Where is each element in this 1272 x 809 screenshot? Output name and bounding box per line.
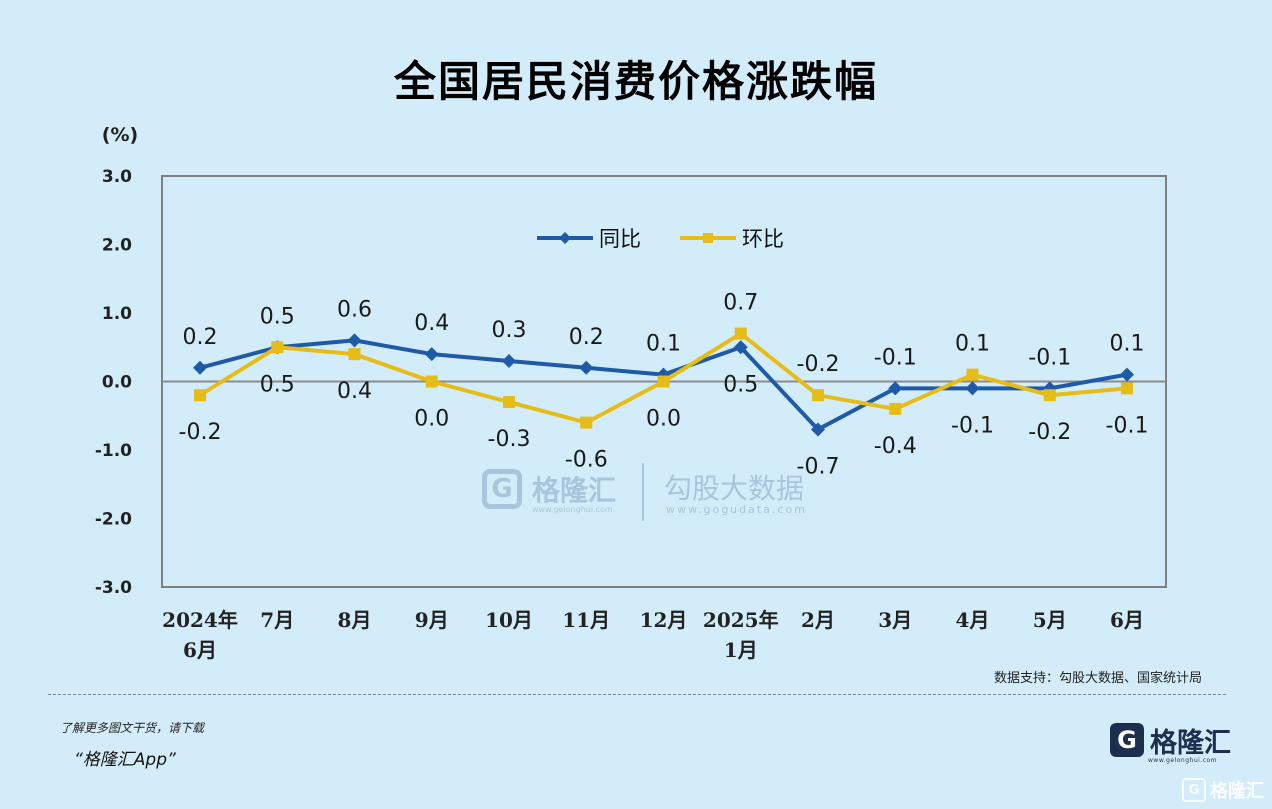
data-label-mom: -0.2 <box>1028 420 1071 445</box>
data-label-yoy: 0.5 <box>723 372 758 397</box>
x-tick-label: 10月 <box>485 608 533 632</box>
data-label-yoy: -0.1 <box>1028 345 1071 370</box>
series-point-yoy <box>733 340 748 355</box>
data-label-yoy: -0.7 <box>797 454 840 479</box>
series-point-mom <box>271 341 284 354</box>
x-tick-label: 8月 <box>338 608 372 632</box>
data-label-mom: -0.2 <box>797 352 840 377</box>
series-point-yoy <box>888 381 903 396</box>
x-tick-label: 6月 <box>1110 608 1144 632</box>
data-label-mom: 0.4 <box>337 379 372 404</box>
promo-app-name: “格隆汇App” <box>74 750 176 770</box>
corner-watermark-text: 格隆汇 <box>1210 781 1264 802</box>
watermark-partner: 勾股大数据 <box>664 472 805 505</box>
y-tick-label: -1.0 <box>95 441 132 461</box>
legend-label-yoy: 同比 <box>599 227 641 251</box>
x-tick-label: 6月 <box>183 638 217 662</box>
data-label-mom: -0.3 <box>488 427 531 452</box>
data-source: 数据支持：勾股大数据、国家统计局 <box>993 671 1202 686</box>
data-label-yoy: 0.3 <box>492 318 527 343</box>
x-tick-label: 9月 <box>415 608 449 632</box>
data-label-mom: -0.4 <box>874 434 917 459</box>
y-tick-label: 1.0 <box>102 304 132 324</box>
logo-mark-icon: G <box>1110 723 1144 757</box>
data-label-yoy: 0.1 <box>1110 332 1145 357</box>
x-tick-label: 1月 <box>724 638 758 662</box>
data-label-yoy: 0.2 <box>183 325 218 350</box>
series-point-yoy <box>811 422 825 437</box>
watermark-partner-url: www.gogudata.com <box>666 503 807 516</box>
dashed-divider <box>48 694 1226 695</box>
x-tick-label: 12月 <box>640 608 688 632</box>
watermark-brand-url: www.gelonghui.com <box>532 505 613 514</box>
data-label-mom: 0.0 <box>646 407 681 432</box>
data-label-yoy: 0.6 <box>337 297 372 322</box>
x-tick-label: 2月 <box>801 608 835 632</box>
series-point-yoy <box>579 360 594 375</box>
series-point-yoy <box>347 333 362 348</box>
series-point-mom <box>889 402 902 415</box>
data-label-yoy: 0.5 <box>260 304 295 329</box>
x-tick-label: 7月 <box>260 608 294 632</box>
data-label-mom: -0.6 <box>565 448 608 473</box>
series-point-mom <box>734 327 747 340</box>
data-label-yoy: -0.1 <box>874 345 917 370</box>
x-tick-label: 2025年 <box>703 608 779 632</box>
promo-text: 了解更多图文干货，请下载 <box>60 721 205 735</box>
corner-watermark: G 格隆汇 <box>1182 777 1264 803</box>
y-tick-label: 0.0 <box>102 373 132 393</box>
y-tick-label: 3.0 <box>102 167 132 187</box>
legend-marker-mom <box>703 233 713 243</box>
chart-title: 全国居民消费价格涨跌幅 <box>393 57 878 106</box>
brand-logo: G 格隆汇 <box>1110 722 1231 759</box>
watermark-divider <box>642 463 644 521</box>
data-label-yoy: 0.2 <box>569 325 604 350</box>
logo-text: 格隆汇 <box>1150 727 1231 759</box>
logo-url: www.gelonghui.com <box>1148 757 1218 764</box>
series-point-mom <box>1043 389 1056 402</box>
series-point-mom <box>812 389 824 402</box>
series-point-mom <box>657 375 670 388</box>
data-label-mom: -0.1 <box>1106 413 1149 438</box>
x-tick-label: 3月 <box>878 608 912 632</box>
x-tick-label: 2024年 <box>162 608 238 632</box>
series-point-yoy <box>424 347 439 362</box>
watermark-logo-icon: G <box>482 469 522 509</box>
data-label-yoy: 0.1 <box>646 332 681 357</box>
data-label-mom: 0.7 <box>723 291 758 316</box>
series-point-yoy <box>502 353 516 368</box>
y-tick-label: -2.0 <box>95 510 132 530</box>
x-tick-label: 11月 <box>562 608 610 632</box>
x-tick-label: 4月 <box>956 608 990 632</box>
series-point-yoy <box>193 360 207 375</box>
data-label-mom: 0.0 <box>414 407 449 432</box>
series-point-mom <box>1121 382 1133 395</box>
watermark: G 格隆汇 www.gelonghui.com 勾股大数据 www.goguda… <box>482 463 822 523</box>
data-label-mom: 0.1 <box>955 332 990 357</box>
series-point-mom <box>580 416 593 429</box>
legend-label-mom: 环比 <box>742 227 784 251</box>
x-tick-label: 5月 <box>1033 608 1067 632</box>
series-point-mom <box>194 389 206 402</box>
series-point-mom <box>503 396 515 409</box>
data-label-mom: 0.5 <box>260 372 295 397</box>
watermark-brand: 格隆汇 <box>532 474 617 507</box>
legend-marker-yoy <box>559 232 571 244</box>
series-point-mom <box>348 348 361 361</box>
y-axis-unit: (%) <box>102 124 138 146</box>
data-label-mom: -0.2 <box>179 420 222 445</box>
data-label-yoy: -0.1 <box>951 413 994 438</box>
series-point-yoy <box>965 381 980 396</box>
data-label-yoy: 0.4 <box>414 311 449 336</box>
series-point-mom <box>966 368 979 381</box>
y-tick-label: -3.0 <box>95 578 132 598</box>
corner-watermark-icon: G <box>1182 778 1206 802</box>
y-tick-label: 2.0 <box>102 236 132 256</box>
series-point-yoy <box>1120 367 1134 382</box>
series-point-mom <box>425 375 438 388</box>
